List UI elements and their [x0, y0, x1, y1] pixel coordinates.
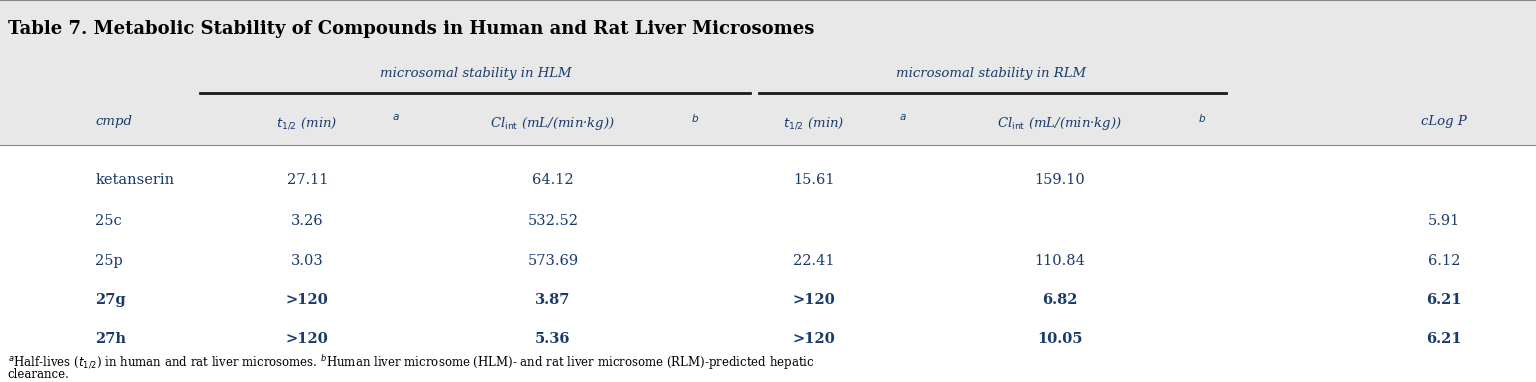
Text: microsomal stability in RLM: microsomal stability in RLM — [895, 67, 1086, 80]
Text: 532.52: 532.52 — [527, 214, 579, 228]
Text: 25c: 25c — [95, 214, 121, 228]
Text: Cl$_{\rm int}$ (mL/(min·kg)): Cl$_{\rm int}$ (mL/(min·kg)) — [490, 115, 616, 132]
Text: >120: >120 — [286, 332, 329, 346]
Text: 110.84: 110.84 — [1034, 254, 1086, 268]
Bar — [0, 0, 1536, 145]
Text: 6.82: 6.82 — [1041, 293, 1078, 307]
Text: >120: >120 — [793, 332, 836, 346]
Text: 27g: 27g — [95, 293, 126, 307]
Text: $a$: $a$ — [899, 112, 906, 121]
Text: 5.36: 5.36 — [535, 332, 571, 346]
Text: 3.87: 3.87 — [535, 293, 571, 307]
Text: 22.41: 22.41 — [793, 254, 836, 268]
Text: ketanserin: ketanserin — [95, 173, 175, 187]
Text: 27h: 27h — [95, 332, 126, 346]
Text: Table 7. Metabolic Stability of Compounds in Human and Rat Liver Microsomes: Table 7. Metabolic Stability of Compound… — [8, 21, 814, 39]
Text: 27.11: 27.11 — [287, 173, 327, 187]
Text: Cl$_{\rm int}$ (mL/(min·kg)): Cl$_{\rm int}$ (mL/(min·kg)) — [997, 115, 1123, 132]
Text: 10.05: 10.05 — [1037, 332, 1083, 346]
Text: microsomal stability in HLM: microsomal stability in HLM — [381, 67, 571, 80]
Text: 3.03: 3.03 — [290, 254, 324, 268]
Text: cmpd: cmpd — [95, 115, 132, 128]
Text: 25p: 25p — [95, 254, 123, 268]
Text: $^{a}$Half-lives ($t_{1/2}$) in human and rat liver microsomes. $^{b}$Human live: $^{a}$Half-lives ($t_{1/2}$) in human an… — [8, 353, 814, 372]
Text: 15.61: 15.61 — [793, 173, 836, 187]
Text: $t_{1/2}$ (min): $t_{1/2}$ (min) — [276, 115, 338, 131]
Text: >120: >120 — [286, 293, 329, 307]
Text: 64.12: 64.12 — [531, 173, 574, 187]
Text: 159.10: 159.10 — [1034, 173, 1086, 187]
Text: 3.26: 3.26 — [290, 214, 324, 228]
Text: $b$: $b$ — [1198, 112, 1206, 124]
Text: 5.91: 5.91 — [1428, 214, 1459, 228]
Text: $a$: $a$ — [392, 112, 399, 121]
Text: 6.12: 6.12 — [1427, 254, 1461, 268]
Text: clearance.: clearance. — [8, 368, 69, 381]
Text: 6.21: 6.21 — [1425, 332, 1462, 346]
Text: cLog P: cLog P — [1421, 115, 1467, 128]
Text: 573.69: 573.69 — [527, 254, 579, 268]
Text: >120: >120 — [793, 293, 836, 307]
Text: $t_{1/2}$ (min): $t_{1/2}$ (min) — [783, 115, 845, 131]
Text: $b$: $b$ — [691, 112, 699, 124]
Text: 6.21: 6.21 — [1425, 293, 1462, 307]
